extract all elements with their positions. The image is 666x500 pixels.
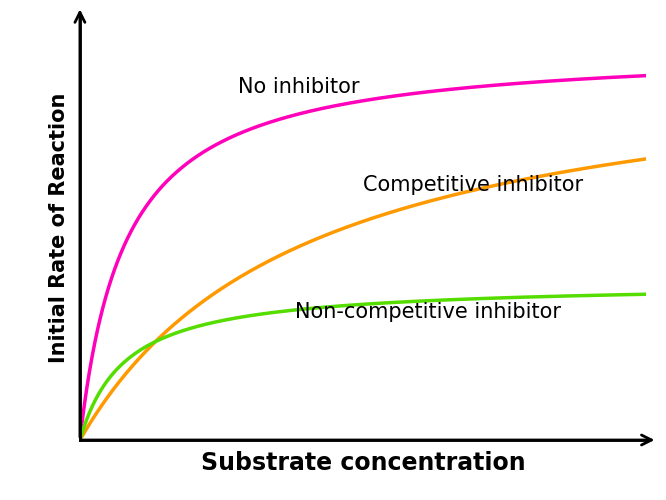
Y-axis label: Initial Rate of Reaction: Initial Rate of Reaction: [49, 92, 69, 362]
Text: Competitive inhibitor: Competitive inhibitor: [363, 175, 583, 195]
Text: No inhibitor: No inhibitor: [238, 77, 360, 97]
X-axis label: Substrate concentration: Substrate concentration: [200, 451, 525, 475]
Text: Non-competitive inhibitor: Non-competitive inhibitor: [295, 302, 561, 322]
